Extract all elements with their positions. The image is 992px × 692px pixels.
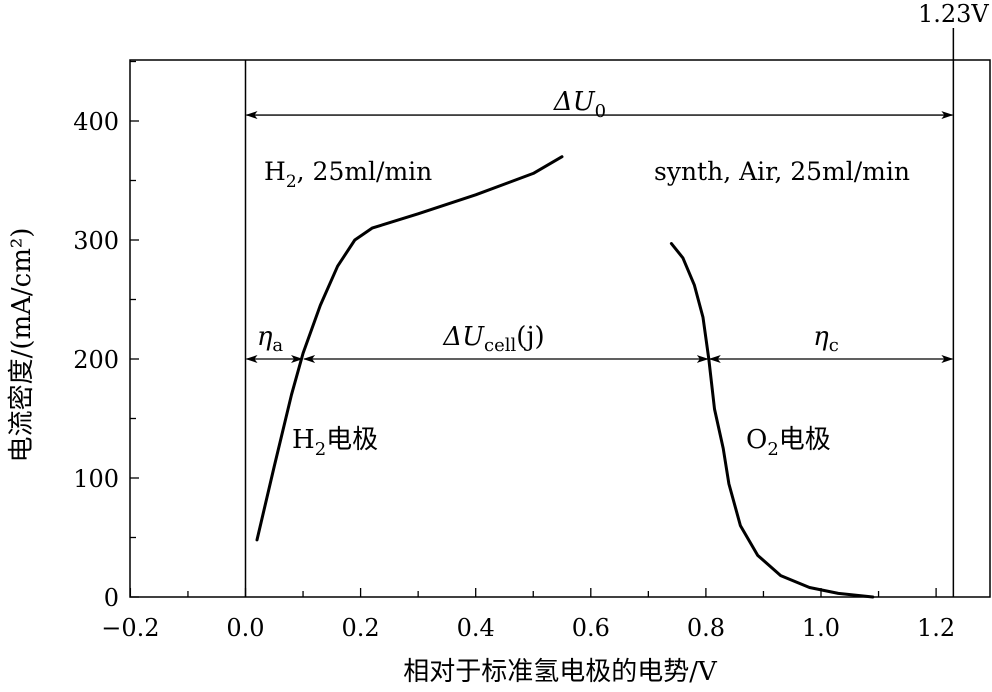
series-group — [255, 155, 875, 599]
h2-electrode-label: H2电极 — [292, 425, 378, 460]
y-tick-label: 0 — [104, 584, 119, 612]
y-axis-title: 电流密度/(mA/cm²) — [7, 228, 37, 463]
eta-c-main: η — [813, 322, 829, 352]
eta-a-label: ηa — [257, 322, 284, 356]
eta-c-sub: c — [829, 335, 839, 356]
eta-a-main: η — [257, 322, 273, 352]
plot-frame — [129, 59, 991, 598]
reversible-potential-label: 1.23V — [918, 0, 989, 28]
delta-ucell-sub: cell — [484, 335, 516, 356]
h2-electrode-post: 电极 — [326, 425, 378, 455]
h2-flow-sub: 2 — [286, 172, 297, 192]
y-tick-label: 100 — [73, 465, 119, 493]
x-tick-label: −0.2 — [101, 614, 159, 642]
h2-electrode-pre: H — [292, 425, 315, 455]
y-tick-label: 300 — [73, 227, 119, 255]
x-axis-tick-labels: −0.2 0.0 0.2 0.4 0.6 0.8 1.0 1.2 — [101, 614, 955, 642]
series-line-1 — [255, 155, 564, 542]
delta-u0-label: ΔU0 — [553, 87, 606, 122]
o2-electrode-pre: O — [746, 425, 767, 455]
delta-u0-sub: 0 — [595, 101, 606, 122]
air-flow-label: synth, Air, 25ml/min — [654, 157, 910, 186]
delta-u0-main: ΔU — [553, 87, 596, 117]
x-tick-label: 0.2 — [342, 614, 380, 642]
o2-electrode-post: 电极 — [779, 425, 831, 455]
y-axis-tick-labels: 0 100 200 300 400 — [73, 108, 119, 612]
delta-ucell-label: ΔUcell(j) — [442, 322, 544, 356]
o2-electrode-label: O2电极 — [746, 425, 831, 460]
y-axis-ticks — [130, 60, 139, 598]
series-line-2 — [669, 242, 875, 599]
o2-electrode-sub: 2 — [767, 439, 778, 460]
h2-flow-pre: H — [264, 157, 286, 186]
h2-flow-label: H2, 25ml/min — [264, 157, 432, 192]
x-tick-label: 0.6 — [572, 614, 610, 642]
h2-electrode-sub: 2 — [315, 439, 326, 460]
x-axis-title: 相对于标准氢电极的电势/V — [403, 657, 718, 687]
x-tick-label: 0.4 — [457, 614, 495, 642]
delta-ucell-main: ΔU — [442, 322, 485, 352]
x-axis-ticks — [129, 588, 937, 597]
eta-a-sub: a — [272, 335, 283, 356]
x-tick-label: 1.0 — [802, 614, 840, 642]
y-tick-label: 200 — [73, 346, 119, 374]
x-tick-label: 1.2 — [917, 614, 955, 642]
x-tick-label: 0.8 — [687, 614, 725, 642]
y-tick-label: 400 — [73, 108, 119, 136]
eta-c-label: ηc — [813, 322, 839, 356]
x-tick-label: 0.0 — [226, 614, 264, 642]
delta-ucell-suffix: (j) — [516, 322, 544, 352]
h2-flow-post: , 25ml/min — [297, 157, 433, 186]
